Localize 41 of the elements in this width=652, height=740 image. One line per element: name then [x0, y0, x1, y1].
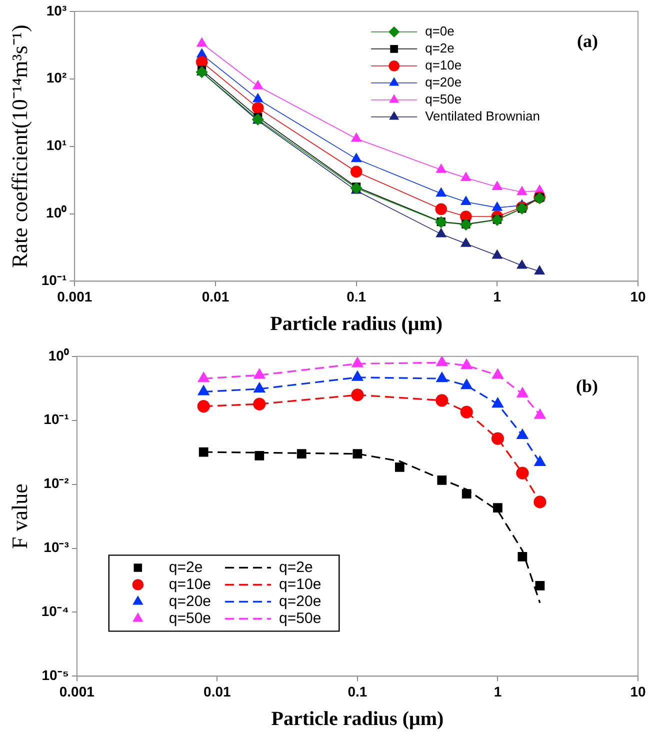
legend-label: q=20e	[425, 74, 462, 90]
y-tick-label: 10⁰	[46, 204, 67, 221]
y-axis-title: Rate coefficient(10⁻¹⁴m³s⁻¹)	[6, 24, 32, 268]
legend-label: q=10e	[168, 576, 212, 593]
y-tick-label: 10⁻³	[44, 539, 70, 556]
legend-label: q=50e	[425, 91, 462, 106]
x-tick-label: 0.001	[57, 288, 92, 304]
y-tick-label: 10¹	[46, 137, 67, 154]
legend-label: q=2e	[279, 558, 313, 576]
annotation: (b)	[576, 376, 598, 396]
y-tick-label: 10⁻⁴	[41, 603, 69, 620]
legend-label: q=2e	[168, 558, 203, 576]
y-tick-label: 10²	[46, 70, 67, 86]
y-tick-label: 10³	[46, 2, 67, 18]
x-tick-label: 0.1	[348, 683, 368, 700]
y-tick-label: 10⁻¹	[44, 411, 70, 428]
x-tick-label: 0.001	[59, 683, 95, 700]
x-tick-label: 10	[630, 288, 646, 304]
y-tick-label: 10⁰	[48, 347, 69, 364]
x-tick-label: 0.1	[346, 288, 366, 304]
x-tick-label: 0.01	[204, 683, 232, 700]
y-tick-label: 10⁻¹	[41, 272, 67, 288]
x-tick-label: 1	[493, 288, 502, 304]
x-axis-title: Particle radius (μm)	[271, 708, 444, 730]
legend-label: q=50e	[279, 610, 322, 627]
x-axis-title: Particle radius (μm)	[270, 313, 443, 336]
legend-label: q=10e	[279, 576, 322, 593]
legend-label: q=50e	[168, 610, 212, 627]
annotation: (a)	[577, 31, 598, 52]
legend-label: q=20e	[279, 592, 322, 610]
legend-label: q=0e	[425, 23, 454, 38]
y-tick-label: 10⁻⁵	[42, 667, 69, 684]
y-axis-title: F value	[6, 484, 32, 549]
x-tick-label: 0.01	[202, 288, 230, 304]
y-tick-label: 10⁻²	[44, 475, 70, 492]
x-tick-label: 10	[630, 683, 646, 700]
legend-label: q=10e	[425, 57, 462, 72]
legend-label: q=20e	[168, 592, 212, 610]
legend-label: Ventilated Brownian	[425, 108, 540, 124]
legend-label: q=2e	[425, 40, 454, 56]
x-tick-label: 1	[494, 683, 502, 700]
